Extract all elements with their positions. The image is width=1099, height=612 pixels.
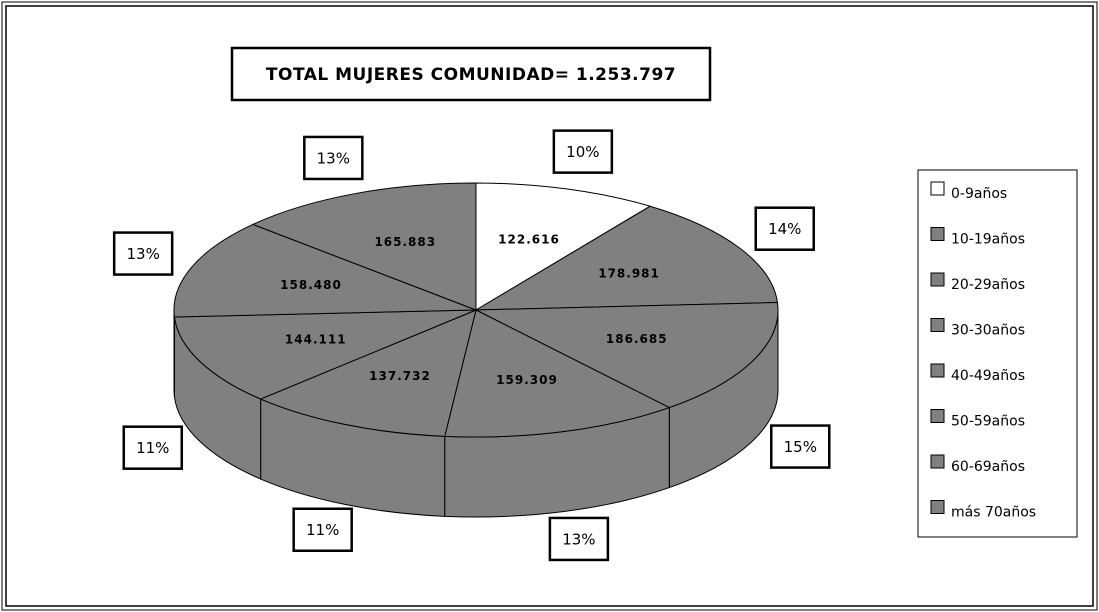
percent-label: 10% bbox=[566, 143, 599, 161]
value-label: 144.111 bbox=[285, 332, 347, 346]
slice bbox=[251, 182, 477, 311]
legend-swatch bbox=[930, 272, 945, 287]
percent-box bbox=[112, 231, 174, 276]
slice bbox=[475, 182, 652, 311]
percent-label: 11% bbox=[306, 521, 339, 539]
slice bbox=[444, 309, 671, 438]
percent-label: 13% bbox=[317, 149, 350, 167]
legend-swatch bbox=[930, 227, 945, 241]
title-box bbox=[230, 46, 712, 102]
legend-swatch bbox=[930, 181, 945, 196]
legend-swatch bbox=[930, 318, 945, 332]
legend-label: 50-59años bbox=[951, 414, 1025, 430]
slice bbox=[173, 223, 477, 318]
legend-label: 10-19años bbox=[951, 232, 1025, 248]
value-label: 178.981 bbox=[598, 267, 660, 281]
legend-label: 30-30años bbox=[951, 323, 1025, 339]
legend-swatch bbox=[930, 454, 945, 469]
percent-label: 13% bbox=[562, 530, 595, 548]
value-label: 165.883 bbox=[374, 235, 436, 249]
percent-box bbox=[548, 516, 610, 562]
percent-box bbox=[754, 206, 815, 251]
percent-label: 13% bbox=[126, 245, 159, 263]
percent-label: 11% bbox=[136, 439, 169, 457]
legend-label: 40-49años bbox=[951, 368, 1025, 384]
percent-box bbox=[122, 425, 184, 470]
legend-label: más 70años bbox=[951, 505, 1036, 521]
slice bbox=[475, 301, 779, 409]
legend-swatch bbox=[930, 363, 945, 378]
value-label: 159.309 bbox=[496, 373, 558, 387]
legend-label: 60-69años bbox=[951, 459, 1025, 475]
percent-label: 15% bbox=[784, 438, 817, 456]
value-label: 122.616 bbox=[498, 232, 560, 246]
chart-title: TOTAL MUJERES COMUNIDAD= 1.253.797 bbox=[266, 65, 676, 85]
slice bbox=[474, 205, 779, 311]
legend-label: 20-29años bbox=[951, 277, 1025, 293]
percent-box bbox=[770, 424, 831, 469]
percent-box bbox=[292, 507, 353, 552]
percent-box bbox=[303, 135, 364, 181]
percent-box bbox=[552, 129, 614, 174]
legend-box bbox=[917, 169, 1078, 538]
inner-frame bbox=[5, 5, 1094, 607]
legend-swatch bbox=[930, 500, 945, 514]
value-label: 186.685 bbox=[606, 332, 668, 346]
slice bbox=[259, 309, 477, 437]
legend-swatch bbox=[930, 409, 945, 423]
value-label: 137.732 bbox=[369, 369, 431, 383]
percent-label: 14% bbox=[768, 220, 801, 238]
legend-label: 0-9años bbox=[951, 186, 1007, 202]
slice bbox=[173, 309, 477, 400]
value-label: 158.480 bbox=[280, 278, 342, 292]
